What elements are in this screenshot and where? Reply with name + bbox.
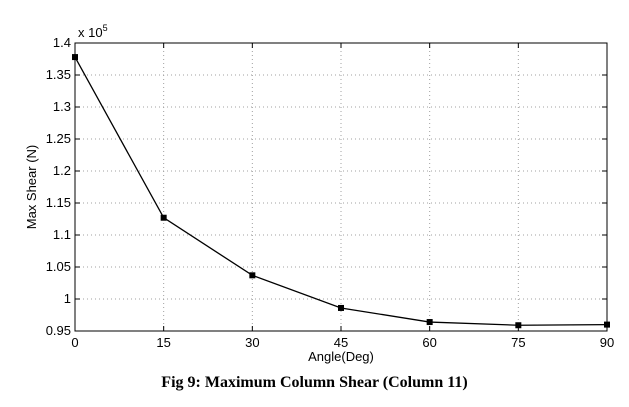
figure-caption: Fig 9: Maximum Column Shear (Column 11) <box>161 374 468 391</box>
y-tick-label: 1.2 <box>53 163 71 178</box>
x-tick-label: 60 <box>422 335 436 350</box>
y-tick-label: 1.05 <box>46 259 71 274</box>
y-tick-label: 0.95 <box>46 323 71 338</box>
axis-ticks: 0 15 30 45 60 75 90 0.95 1 1.05 1.1 1.15 1.2 1.25 1.3 1… <box>46 35 615 350</box>
x-tick-label: 75 <box>511 335 525 350</box>
data-point-marker <box>160 214 167 221</box>
y-tick-label: 1.35 <box>46 67 71 82</box>
x-tick-label: 45 <box>334 335 348 350</box>
y-tick-label: 1 <box>64 291 71 306</box>
x-tick-label: 30 <box>245 335 259 350</box>
data-point-marker <box>515 322 522 329</box>
y-multiplier-exponent: 5 <box>103 23 108 33</box>
y-axis-multiplier: x 105 <box>78 23 108 40</box>
y-tick-label: 1.15 <box>46 195 71 210</box>
axis-labels: x 105 Angle(Deg) Max Shear (N) <box>24 23 374 364</box>
x-axis-label: Angle(Deg) <box>308 349 374 364</box>
x-tick-label: 0 <box>71 335 78 350</box>
data-point-marker <box>338 304 344 311</box>
y-tick-label: 1.4 <box>53 35 71 50</box>
series <box>72 54 610 329</box>
data-point-marker <box>604 321 610 328</box>
data-point-marker <box>72 54 78 61</box>
y-tick-label: 1.1 <box>53 227 71 242</box>
data-point-marker <box>426 319 433 326</box>
y-tick-label: 1.3 <box>53 99 71 114</box>
x-tick-label: 90 <box>600 335 614 350</box>
y-axis-label: Max Shear (N) <box>24 145 39 230</box>
x-tick-label: 15 <box>156 335 170 350</box>
y-tick-label: 1.25 <box>46 131 71 146</box>
grid <box>75 43 607 331</box>
y-multiplier-base: x 10 <box>78 25 103 40</box>
data-point-marker <box>249 272 256 279</box>
